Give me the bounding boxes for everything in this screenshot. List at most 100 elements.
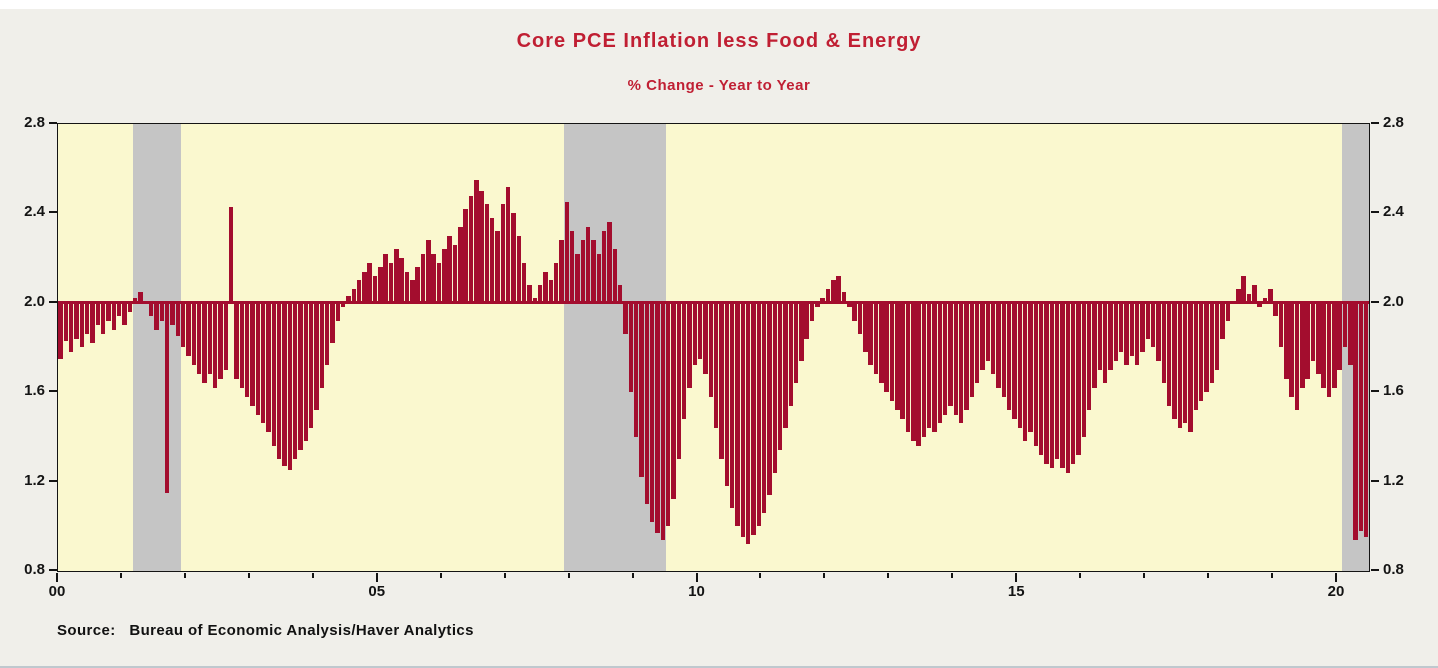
bar	[500, 204, 506, 303]
x-tick-minor	[887, 573, 890, 578]
bar	[314, 302, 319, 411]
bar	[1081, 302, 1087, 437]
bar	[1054, 302, 1060, 460]
bar	[804, 302, 809, 339]
bar	[1129, 302, 1134, 357]
bar	[196, 302, 202, 375]
bar	[490, 217, 495, 303]
bar	[799, 302, 804, 361]
bar	[612, 249, 618, 303]
bar	[1188, 302, 1193, 433]
bar	[1364, 302, 1369, 538]
y-tick-label-right: 2.0	[1383, 292, 1404, 310]
x-tick-minor	[119, 573, 122, 578]
bar	[1113, 302, 1119, 361]
bar	[1305, 302, 1310, 379]
bar	[596, 253, 602, 303]
bar	[857, 302, 863, 335]
bar	[633, 302, 639, 437]
bar	[921, 302, 927, 437]
bar	[79, 302, 85, 348]
y-tick-label-left: 1.2	[24, 471, 45, 489]
bar	[175, 302, 181, 337]
bar	[724, 302, 729, 487]
bar	[948, 302, 953, 406]
bar	[335, 302, 340, 321]
bar	[255, 302, 260, 415]
x-tick-minor	[1207, 573, 1210, 578]
y-tick-label-left: 2.4	[24, 203, 45, 221]
bar	[980, 302, 985, 370]
y-tick-right	[1371, 122, 1379, 124]
bar	[271, 302, 276, 446]
bar	[538, 284, 543, 303]
bar	[1172, 302, 1177, 420]
y-tick-left	[49, 569, 57, 571]
bar	[522, 262, 527, 303]
bar	[809, 302, 815, 321]
bar	[1236, 289, 1241, 303]
bar	[932, 302, 937, 433]
bar	[1145, 302, 1150, 339]
x-tick-minor	[951, 573, 954, 578]
bar	[564, 202, 570, 303]
bar	[639, 302, 644, 478]
bar	[282, 302, 287, 466]
bar	[708, 302, 713, 397]
bar	[1028, 302, 1033, 433]
bar	[399, 258, 404, 303]
bar	[889, 302, 895, 402]
bar	[996, 302, 1001, 388]
bar	[186, 302, 191, 357]
y-tick-label-left: 2.0	[24, 292, 45, 310]
bar	[1278, 302, 1284, 348]
y-tick-label-right: 1.2	[1383, 471, 1404, 489]
bar	[516, 235, 522, 303]
bar	[863, 302, 868, 352]
y-tick-right	[1371, 390, 1379, 393]
bar	[133, 298, 138, 303]
bar	[351, 289, 356, 303]
y-tick-label-right: 2.4	[1383, 203, 1404, 221]
bar	[1156, 302, 1161, 361]
bar	[1017, 302, 1023, 428]
bar	[868, 302, 873, 366]
bar	[580, 240, 586, 303]
bar	[426, 240, 431, 303]
bar	[671, 302, 676, 500]
bar	[138, 291, 143, 303]
bar	[191, 302, 197, 366]
bar	[617, 284, 623, 303]
bar	[1161, 302, 1166, 384]
bar	[836, 275, 841, 303]
bar	[1225, 302, 1230, 321]
bar	[372, 275, 378, 303]
y-tick-label-left: 1.6	[24, 382, 45, 400]
bar	[511, 213, 516, 303]
bar	[474, 179, 479, 303]
bar	[228, 206, 234, 303]
x-tick-minor	[631, 573, 634, 578]
plot-area	[57, 123, 1370, 572]
bar	[1257, 302, 1262, 308]
bar	[1134, 302, 1140, 366]
bar	[665, 302, 671, 527]
bar	[937, 302, 943, 424]
x-tick-label: 00	[48, 583, 66, 600]
bar	[260, 302, 266, 424]
bar	[1150, 302, 1156, 348]
bar	[1182, 302, 1188, 424]
x-tick-major	[375, 573, 378, 582]
bar	[1321, 302, 1326, 388]
bar	[1209, 302, 1214, 384]
bar	[852, 302, 857, 321]
bar	[1268, 289, 1273, 303]
bar	[1220, 302, 1225, 339]
bar	[340, 302, 346, 308]
bar	[953, 302, 959, 415]
x-tick-minor	[503, 573, 506, 578]
bar	[713, 302, 719, 428]
y-tick-left	[49, 122, 57, 124]
bar	[761, 302, 767, 513]
bar	[367, 262, 372, 303]
